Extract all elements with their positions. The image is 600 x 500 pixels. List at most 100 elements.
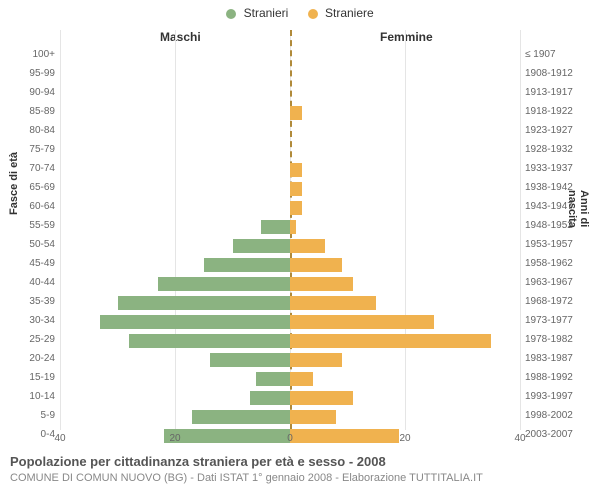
- chart-container: Stranieri Straniere Fasce di età Anni di…: [0, 0, 600, 500]
- legend-item-male: Stranieri: [226, 6, 288, 20]
- year-label: 1913-1917: [525, 87, 597, 98]
- data-row: [60, 293, 520, 312]
- age-label: 10-14: [0, 391, 55, 402]
- data-row: [60, 274, 520, 293]
- data-row: [60, 312, 520, 331]
- age-label: 45-49: [0, 258, 55, 269]
- year-label: 1968-1972: [525, 296, 597, 307]
- bar-male: [256, 372, 291, 386]
- bar-female: [290, 258, 342, 272]
- x-tick-label: 0: [287, 433, 293, 444]
- male-swatch: [226, 9, 236, 19]
- year-label: 1923-1927: [525, 125, 597, 136]
- year-label: 1973-1977: [525, 315, 597, 326]
- x-tick-label: 40: [514, 433, 525, 444]
- age-label: 25-29: [0, 334, 55, 345]
- x-tick-label: 40: [54, 433, 65, 444]
- bar-female: [290, 220, 296, 234]
- age-label: 75-79: [0, 144, 55, 155]
- year-label: 1928-1932: [525, 144, 597, 155]
- plot-area: Maschi Femmine: [60, 30, 520, 430]
- data-row: [60, 331, 520, 350]
- year-label: 1998-2002: [525, 410, 597, 421]
- age-label: 55-59: [0, 220, 55, 231]
- female-swatch: [308, 9, 318, 19]
- data-row: [60, 369, 520, 388]
- bar-male: [164, 429, 291, 443]
- year-label: 1988-1992: [525, 372, 597, 383]
- bar-female: [290, 391, 353, 405]
- bar-female: [290, 315, 434, 329]
- bar-female: [290, 106, 302, 120]
- data-row: [60, 255, 520, 274]
- legend-label-female: Straniere: [325, 6, 374, 20]
- data-row: [60, 217, 520, 236]
- legend: Stranieri Straniere: [0, 6, 600, 20]
- chart-subtitle: COMUNE DI COMUN NUOVO (BG) - Dati ISTAT …: [10, 472, 483, 484]
- legend-item-female: Straniere: [308, 6, 374, 20]
- legend-label-male: Stranieri: [244, 6, 289, 20]
- bar-male: [204, 258, 290, 272]
- age-label: 85-89: [0, 106, 55, 117]
- bar-male: [250, 391, 290, 405]
- year-label: 1978-1982: [525, 334, 597, 345]
- year-label: 1938-1942: [525, 182, 597, 193]
- year-label: 1958-1962: [525, 258, 597, 269]
- data-row: [60, 179, 520, 198]
- age-label: 5-9: [0, 410, 55, 421]
- bar-male: [261, 220, 290, 234]
- age-label: 100+: [0, 49, 55, 60]
- data-row: [60, 84, 520, 103]
- bar-female: [290, 277, 353, 291]
- age-label: 0-4: [0, 429, 55, 440]
- chart-title: Popolazione per cittadinanza straniera p…: [10, 454, 386, 469]
- year-label: 1963-1967: [525, 277, 597, 288]
- bar-male: [158, 277, 290, 291]
- bar-male: [210, 353, 291, 367]
- bar-female: [290, 372, 313, 386]
- year-label: 1948-1952: [525, 220, 597, 231]
- data-row: [60, 198, 520, 217]
- bar-female: [290, 410, 336, 424]
- year-label: 1908-1912: [525, 68, 597, 79]
- bar-female: [290, 182, 302, 196]
- age-label: 60-64: [0, 201, 55, 212]
- age-label: 50-54: [0, 239, 55, 250]
- bar-female: [290, 163, 302, 177]
- data-row: [60, 236, 520, 255]
- data-row: [60, 388, 520, 407]
- data-row: [60, 350, 520, 369]
- bar-female: [290, 429, 399, 443]
- data-row: [60, 160, 520, 179]
- bar-male: [233, 239, 291, 253]
- x-tick-label: 20: [399, 433, 410, 444]
- bar-male: [100, 315, 290, 329]
- age-label: 15-19: [0, 372, 55, 383]
- year-label: 1953-1957: [525, 239, 597, 250]
- bar-male: [118, 296, 291, 310]
- age-label: 20-24: [0, 353, 55, 364]
- bar-female: [290, 296, 376, 310]
- data-row: [60, 141, 520, 160]
- data-row: [60, 407, 520, 426]
- bar-female: [290, 201, 302, 215]
- age-label: 80-84: [0, 125, 55, 136]
- year-label: 1983-1987: [525, 353, 597, 364]
- age-label: 95-99: [0, 68, 55, 79]
- year-label: 1933-1937: [525, 163, 597, 174]
- bar-male: [192, 410, 290, 424]
- column-title-male: Maschi: [160, 30, 201, 44]
- age-label: 90-94: [0, 87, 55, 98]
- grid-line: [520, 30, 521, 430]
- year-label: ≤ 1907: [525, 49, 597, 60]
- age-label: 40-44: [0, 277, 55, 288]
- column-title-female: Femmine: [380, 30, 433, 44]
- age-label: 35-39: [0, 296, 55, 307]
- data-row: [60, 46, 520, 65]
- data-row: [60, 103, 520, 122]
- year-label: 1993-1997: [525, 391, 597, 402]
- data-row: [60, 65, 520, 84]
- bar-female: [290, 239, 325, 253]
- bar-male: [129, 334, 290, 348]
- data-row: [60, 122, 520, 141]
